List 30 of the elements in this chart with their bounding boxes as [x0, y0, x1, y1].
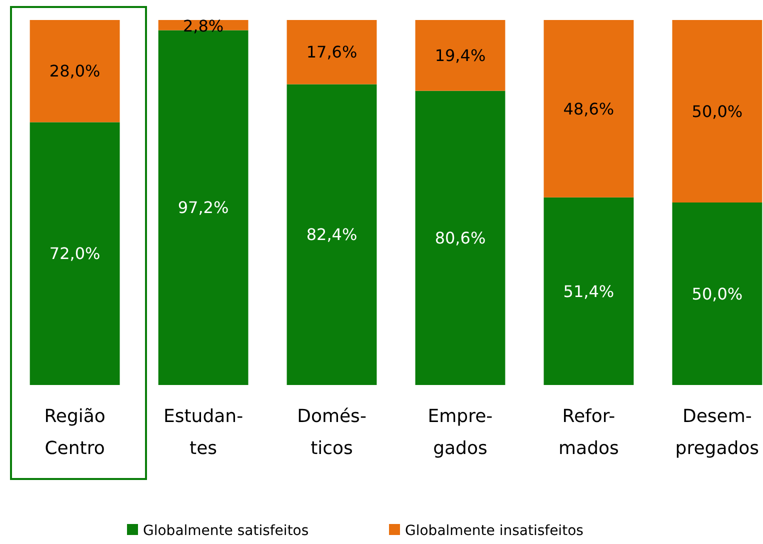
legend-label: Globalmente insatisfeitos: [405, 522, 584, 539]
bar: [544, 197, 634, 385]
data-label: 48,6%: [563, 99, 614, 118]
bar: [415, 90, 506, 385]
data-label: 28,0%: [49, 62, 100, 81]
data-label: 82,4%: [306, 225, 358, 244]
bar: [544, 20, 634, 198]
data-label: 19,4%: [434, 46, 486, 66]
data-label: 2,8%: [182, 16, 224, 36]
data-label: 50,0%: [692, 102, 743, 121]
data-label: 97,2%: [178, 198, 229, 218]
x-tick-label: Desem- pregados: [675, 406, 760, 459]
bar: [30, 122, 120, 385]
bar: [672, 20, 762, 202]
data-label: 50,0%: [692, 284, 743, 304]
bar: [286, 20, 377, 84]
bar: [286, 84, 377, 385]
data-label: 72,0%: [49, 244, 100, 264]
data-label: 80,6%: [434, 228, 486, 248]
data-label: 51,4%: [563, 282, 614, 301]
legend-label: Globalmente satisfeitos: [143, 522, 309, 539]
x-tick-label: Região Centro: [44, 406, 106, 459]
x-tick-label: Empre- gados: [428, 406, 493, 459]
x-tick-label: Estudan- tes: [164, 406, 244, 459]
bar: [415, 20, 506, 91]
bar: [672, 202, 762, 385]
data-label: 17,6%: [306, 42, 358, 62]
x-tick-label: Domés- ticos: [297, 406, 366, 459]
bar: [30, 20, 120, 122]
x-tick-label: Refor- mados: [558, 406, 619, 459]
